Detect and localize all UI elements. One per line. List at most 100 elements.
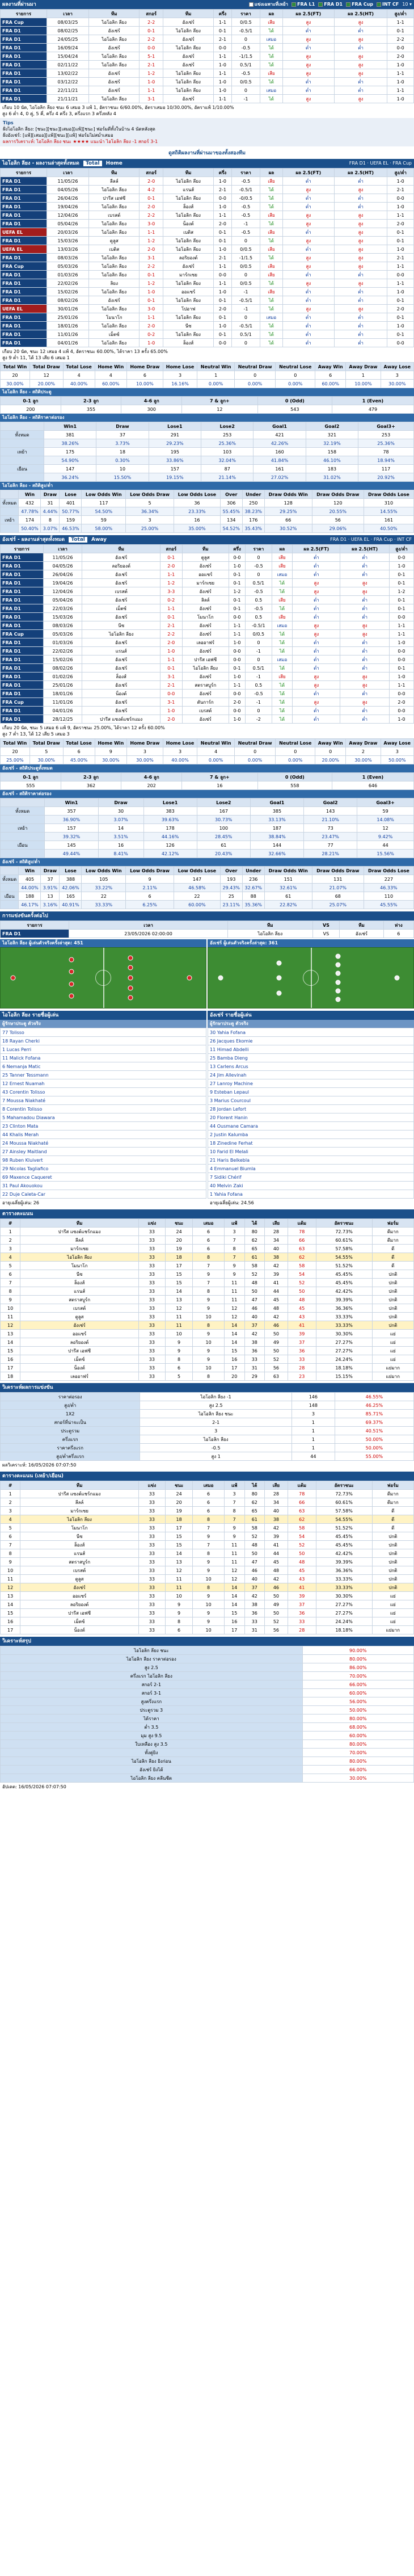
standings-row[interactable]: 12 อังเช่ร์ 33 11 8 14 37 46 41 33.33% ปกติ [0,1321,414,1330]
match-row[interactable]: FRA D1 08/03/26 ไอโอลิก ลียง 3-1 ลอริยองต์ 2-… [0,253,414,262]
player-marker[interactable] [128,975,133,981]
standings-row[interactable]: 7 ล็องส์ 33 15 7 11 48 41 52 45.45% ปกติ [0,1540,414,1549]
squad-row[interactable]: 3 Marius Courcoul [208,1096,414,1105]
tab-home[interactable]: Home [105,161,122,166]
match-row[interactable]: FRA D1 25/01/26 อังเช่ร์ 2-1 สตราสบูร์ก 1-1 0.… [0,680,414,690]
squad-row[interactable]: 1 Yahia Fofana [208,1190,414,1199]
squad-row[interactable]: 18 Rayan Cherki [0,1036,206,1045]
filter-int-cf[interactable]: INT CF [377,0,399,9]
standings-row[interactable]: 11 ตูลูส 33 11 10 12 40 42 43 33.33% ปกติ [0,1312,414,1321]
standings-row[interactable]: 13 ออแซร์ 33 10 9 14 42 50 39 30.30% แย่ [0,1591,414,1600]
squad-row[interactable]: 10 Farid El Melali [208,1147,414,1156]
match-row[interactable]: FRA Cup 08/03/25 ไอโอลิก ลียง 2-2 อังเช่ร์ 1-… [0,18,414,27]
squad-row[interactable]: 7 Sidiki Chérif [208,1173,414,1182]
squad-row[interactable]: 9 Esteban Lepaul [208,1087,414,1096]
match-row[interactable]: FRA D1 04/01/26 ไอโอลิก ลียง 1-0 ล็องส์ 0-0 0 ไ… [0,338,414,347]
squad-row[interactable]: 24 Jim Allevinah [208,1070,414,1079]
squad-row[interactable]: 29 Nicolas Tagliafico [0,1164,206,1173]
standings-row[interactable]: 5 โมนาโก 33 17 7 9 58 42 58 51.52% ดี [0,1523,414,1532]
match-row[interactable]: FRA D1 12/04/26 เบรสต์ 2-2 ไอโอลิก ลียง 1-1 -0… [0,211,414,220]
match-row[interactable]: FRA D1 08/02/25 อังเช่ร์ 0-1 ไอโอลิก ลียง 0-1… [0,26,414,35]
squad-row[interactable]: 25 Tanner Tessmann [0,1070,206,1079]
compare-link[interactable]: ดูสถิติผลงานที่ผ่านมาของทั้งสองทีม [168,150,246,156]
squad-row[interactable]: 11 Malick Fofana [0,1053,206,1062]
squad-row[interactable]: 24 Moussa Niakhaté [0,1138,206,1148]
standings-row[interactable]: 2 ลีลล์ 33 20 6 7 62 34 66 60.61% ดีมาก [0,1236,414,1245]
match-row[interactable]: FRA D1 15/02/26 ไอโอลิก ลียง 1-0 ออแซร์ 1-0 -1… [0,287,414,296]
standings-row[interactable]: 10 เบรสต์ 33 12 9 12 46 48 45 36.36% ปกติ [0,1304,414,1313]
match-row[interactable]: FRA D1 15/03/26 อังเช่ร์ 0-1 โมนาโก 0-0 0.5 เสี… [0,612,414,621]
match-row[interactable]: FRA D1 22/03/26 เม็ตซ์ 1-1 อังเช่ร์ 0-1 -0.5 ได… [0,604,414,613]
player-marker[interactable] [335,988,341,994]
standings-row[interactable]: 18 เลออาฟร์ 33 5 8 20 29 63 23 15.15% แย่มาก [0,1372,414,1381]
tab-total[interactable]: Total [69,537,87,543]
squad-row[interactable]: 7 Moussa Niakhaté [0,1096,206,1105]
match-row[interactable]: FRA D1 24/05/25 ไอโอลิก ลียง 2-2 อังเช่ร์ 2-1… [0,35,414,44]
squad-row[interactable]: 6 Nemanja Matic [0,1062,206,1071]
match-row[interactable]: UEFA EL 13/03/26 เบติส 2-0 ไอโอลิก ลียง 1-0 0/… [0,245,414,254]
squad-row[interactable]: 98 Ruben Kluivert [0,1155,206,1165]
match-row[interactable]: FRA D1 15/02/26 อังเช่ร์ 1-1 ปารีส เอฟซี 0-0 0… [0,655,414,664]
match-count-select[interactable]: 10 ▾ [402,2,412,7]
standings-row[interactable]: 16 เม็ตซ์ 33 8 9 16 33 52 33 24.24% แย่ [0,1355,414,1364]
squad-row[interactable]: 43 Corentin Tolisso [0,1087,206,1096]
player-marker[interactable] [335,997,341,1002]
match-row[interactable]: FRA D1 18/01/26 น็องต์ 0-0 อังเช่ร์ 0-0 -0.5 ได… [0,689,414,698]
player-marker[interactable] [335,962,341,968]
squad-row[interactable]: 8 Corentin Tolisso [0,1104,206,1113]
player-marker[interactable] [276,960,282,965]
squad-row[interactable]: 27 Lanroy Machine [208,1079,414,1088]
squad-row[interactable]: 26 Jacques Ekomie [208,1036,414,1045]
filter-fra-cup[interactable]: FRA Cup [346,0,373,9]
player-marker[interactable] [69,969,74,974]
match-row[interactable]: FRA D1 15/04/24 ไอโอลิก ลียง 5-1 อังเช่ร์ 1-1… [0,52,414,61]
standings-row[interactable]: 3 มาร์กเซย 33 19 6 8 65 40 63 57.58% ดี [0,1244,414,1253]
match-row[interactable]: FRA D1 12/04/26 เบรสต์ 3-3 อังเช่ร์ 1-2 -0.5 ได… [0,587,414,596]
standings-row[interactable]: 9 สตราสบูร์ก 33 13 9 11 47 45 48 39.39% ปกติ [0,1295,414,1304]
standings-row[interactable]: 13 ออแซร์ 33 10 9 14 42 50 39 30.30% แย่ [0,1329,414,1338]
standings-row[interactable]: 6 นีซ 33 15 9 9 52 39 54 45.45% ปกติ [0,1270,414,1279]
squad-row[interactable]: 31 Paul Akouokou [0,1181,206,1190]
standings-row[interactable]: 15 ปารีส เอฟซี 33 9 9 15 36 50 36 27.27% แย่ [0,1346,414,1355]
player-marker[interactable] [128,995,133,1001]
home-filters[interactable]: FRA D1 · UEFA EL · FRA Cup [349,161,412,166]
match-row[interactable]: FRA D1 04/05/26 ลอริยองต์ 2-0 อังเช่ร์ 1-0 -0.… [0,561,414,570]
match-row[interactable]: FRA D1 22/02/26 ลิยง 1-2 ไอโอลิก ลียง 1-1 0/0.… [0,279,414,288]
squad-row[interactable]: 11 Himad Abdelli [208,1045,414,1054]
squad-row[interactable]: 69 Maxence Caqueret [0,1173,206,1182]
player-marker[interactable] [187,975,192,981]
player-marker[interactable] [335,980,341,985]
filter-fra-l1[interactable]: FRA L1 [292,0,315,9]
player-marker[interactable] [69,993,74,999]
match-row[interactable]: FRA D1 19/04/26 อังเช่ร์ 1-2 มาร์กเซย 0-1 0.5/… [0,578,414,587]
match-row[interactable]: FRA D1 21/11/21 ไอโอลิก ลียง 3-1 อังเช่ร์ 1-1… [0,94,414,103]
match-row[interactable]: FRA Cup 11/01/26 อังเช่ร์ 3-1 ดันการ์ก 2-0 -1 ไ… [0,697,414,707]
tab-away[interactable]: Away [91,537,107,543]
match-row[interactable]: FRA D1 11/05/26 ลีลล์ 2-0 ไอโอลิก ลียง 1-0 -0.… [0,177,414,186]
squad-row[interactable]: 28 Jordan Lefort [208,1104,414,1113]
standings-row[interactable]: 11 ตูลูส 33 11 10 12 40 42 43 33.33% ปกติ [0,1574,414,1583]
filter-home-only[interactable]: แข่งเฉพาะที่เหย้า [248,0,288,9]
match-row[interactable]: FRA D1 08/02/26 อังเช่ร์ 0-1 ไอโอลิก ลียง 0-1… [0,296,414,305]
standings-row[interactable]: 8 แรนส์ 33 14 8 11 50 44 50 42.42% ปกติ [0,1287,414,1296]
player-marker[interactable] [335,953,341,959]
player-marker[interactable] [335,970,341,976]
standings-row[interactable]: 14 ลอริยองต์ 33 9 10 14 38 49 37 27.27% แย่ [0,1338,414,1347]
squad-row[interactable]: 44 Ousmane Camara [208,1121,414,1131]
match-row[interactable]: FRA D1 26/04/26 อังเช่ร์ 1-1 ออแซร์ 0-1 0 เสมอต… [0,570,414,579]
match-row[interactable]: FRA Cup 05/03/26 ไอโอลิก ลียง 2-2 อังเช่ร์ 1-… [0,629,414,638]
match-row[interactable]: FRA D1 15/03/26 ตูลูส 1-2 ไอโอลิก ลียง 0-1 0 ได… [0,236,414,245]
player-marker[interactable] [218,975,223,981]
squad-row[interactable]: 25 Bamba Dieng [208,1053,414,1062]
filter-fra-d1[interactable]: FRA D1 [318,0,343,9]
match-row[interactable]: FRA D1 01/03/26 อังเช่ร์ 2-0 เลออาฟร์ 1-0 0 ได้… [0,638,414,647]
standings-row[interactable]: 5 โมนาโก 33 17 7 9 58 42 58 51.52% ดี [0,1261,414,1270]
squad-row[interactable]: 27 Ainsley Maitland [0,1147,206,1156]
squad-row[interactable]: 1 Lucas Perri [0,1045,206,1054]
standings-row[interactable]: 10 เบรสต์ 33 12 9 12 46 48 45 36.36% ปกติ [0,1566,414,1575]
player-marker[interactable] [69,981,74,987]
squad-row[interactable]: 13 Carlens Arcus [208,1062,414,1071]
player-marker[interactable] [128,965,133,970]
standings-row[interactable]: 8 แรนส์ 33 14 8 11 50 44 50 42.42% ปกติ [0,1549,414,1558]
match-row[interactable]: FRA D1 22/02/26 แรนส์ 1-0 อังเช่ร์ 0-0 -1 ได้ ต่… [0,646,414,655]
